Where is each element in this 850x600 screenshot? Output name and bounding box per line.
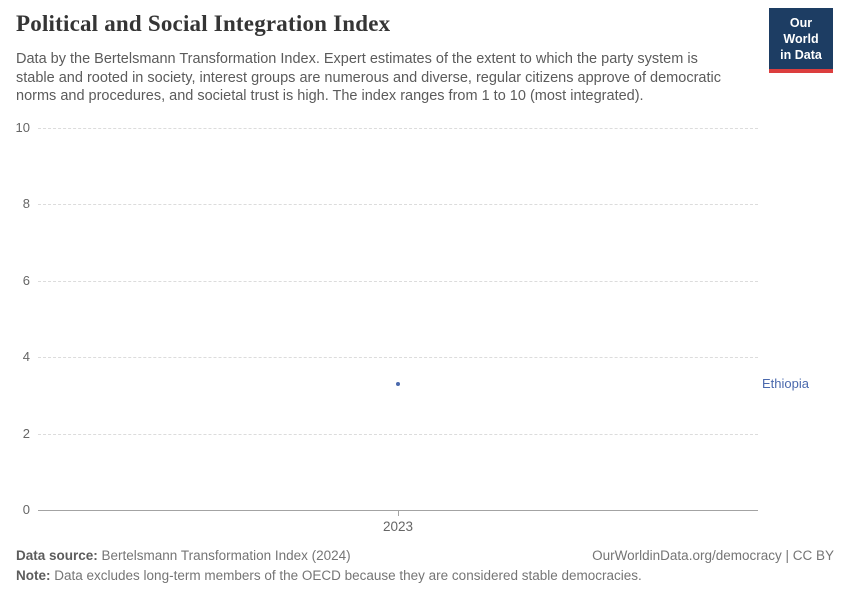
data-source-label: Data source: <box>16 548 98 563</box>
y-tick-label: 4 <box>22 349 30 365</box>
x-axis-line <box>38 510 758 511</box>
note-line: Note: Data excludes long-term members of… <box>16 568 834 583</box>
page-title: Political and Social Integration Index <box>16 11 391 36</box>
owid-logo: Our World in Data <box>769 8 833 73</box>
data-source-line: Data source: Bertelsmann Transformation … <box>16 548 351 563</box>
note-value: Data excludes long-term members of the O… <box>50 568 642 583</box>
gridline <box>38 280 758 282</box>
note-label: Note: <box>16 568 51 583</box>
owid-logo-line1: Our World <box>783 16 819 46</box>
x-tick-mark <box>398 511 399 516</box>
credit-line: OurWorldinData.org/democracy | CC BY <box>592 548 834 563</box>
y-tick-label: 8 <box>22 196 30 212</box>
gridline <box>38 204 758 206</box>
chart-subtitle: Data by the Bertelsmann Transformation I… <box>16 51 721 105</box>
data-point <box>396 381 400 386</box>
gridline <box>38 433 758 435</box>
x-tick-label: 2023 <box>382 519 414 534</box>
gridline <box>38 357 758 359</box>
y-tick-label: 0 <box>22 502 30 517</box>
y-tick-label: 6 <box>22 272 30 288</box>
entity-label: Ethiopia <box>762 376 809 392</box>
owid-logo-line2: in Data <box>780 48 822 62</box>
y-tick-label: 10 <box>15 120 30 135</box>
gridline <box>38 128 758 129</box>
y-tick-label: 2 <box>22 425 30 441</box>
data-source-value: Bertelsmann Transformation Index (2024) <box>97 548 351 563</box>
chart-footer: Data source: Bertelsmann Transformation … <box>16 548 834 583</box>
